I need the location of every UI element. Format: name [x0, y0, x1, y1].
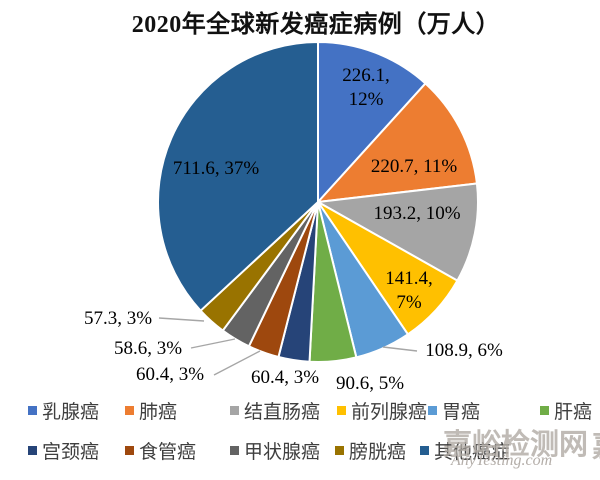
legend-item-食管癌: 食管癌: [125, 439, 197, 463]
legend-label: 结直肠癌: [244, 401, 321, 423]
legend-item-肝癌: 肝癌: [540, 399, 593, 423]
chart-title: 2020年全球新发癌症病例（万人）: [131, 12, 501, 38]
legend-label: 肝癌: [554, 401, 593, 423]
pie-slice-其他癌症: [157, 41, 319, 312]
legend-item-膀胱癌: 膀胱癌: [335, 439, 407, 463]
legend-swatch-icon: [428, 405, 437, 415]
legend-item-肺癌: 肺癌: [125, 399, 178, 423]
legend-swatch-icon: [335, 445, 344, 455]
legend-label: 胃癌: [442, 401, 481, 423]
legend-label: 宫颈癌: [42, 441, 100, 463]
legend-swatch-icon: [540, 405, 549, 415]
label-leader-line: [190, 338, 236, 349]
pie-data-label: 57.3, 3%: [83, 308, 153, 329]
legend-item-宫颈癌: 宫颈癌: [28, 439, 100, 463]
pie-data-label: 711.6, 37%: [172, 158, 260, 179]
pie-data-label: 141.4, 7%: [385, 268, 433, 313]
legend-swatch-icon: [230, 405, 239, 415]
pie-slice-肺癌: [317, 82, 478, 203]
legend-swatch-icon: [28, 405, 37, 415]
pie-data-label: 220.7, 11%: [370, 156, 458, 177]
legend-item-其他癌症: 其他癌症: [420, 439, 511, 463]
legend-item-前列腺癌: 前列腺癌: [337, 399, 428, 423]
legend-swatch-icon: [420, 445, 429, 455]
label-leader-line: [158, 317, 205, 322]
pie-data-label: 193.2, 10%: [373, 203, 461, 224]
legend-label: 前列腺癌: [351, 401, 428, 423]
legend-label: 甲状腺癌: [244, 441, 321, 463]
legend-item-结直肠癌: 结直肠癌: [230, 399, 321, 423]
pie-data-label: 226.1, 12%: [342, 65, 390, 110]
label-leader-line: [382, 346, 418, 352]
legend-swatch-icon: [337, 405, 346, 415]
legend-swatch-icon: [125, 445, 134, 455]
legend-item-甲状腺癌: 甲状腺癌: [230, 439, 321, 463]
legend-label: 乳腺癌: [42, 401, 100, 423]
legend-swatch-icon: [125, 405, 134, 415]
legend-item-胃癌: 胃癌: [428, 399, 481, 423]
pie-data-label: 60.4, 3%: [250, 367, 320, 388]
legend-item-乳腺癌: 乳腺癌: [28, 399, 100, 423]
legend-swatch-icon: [28, 445, 37, 455]
legend-label: 肺癌: [139, 401, 178, 423]
pie-data-label: 108.9, 6%: [425, 340, 503, 361]
legend-label: 其他癌症: [434, 441, 511, 463]
pie-slice-乳腺癌: [317, 41, 427, 203]
legend-label: 食管癌: [139, 441, 197, 463]
pie-slice-结直肠癌: [317, 182, 479, 282]
pie-data-label: 58.6, 3%: [113, 338, 183, 359]
pie-data-label: 60.4, 3%: [135, 364, 205, 385]
legend-label: 膀胱癌: [349, 441, 407, 463]
pie-data-label: 90.6, 5%: [335, 373, 405, 394]
legend-swatch-icon: [230, 445, 239, 455]
label-leader-line: [213, 350, 261, 376]
